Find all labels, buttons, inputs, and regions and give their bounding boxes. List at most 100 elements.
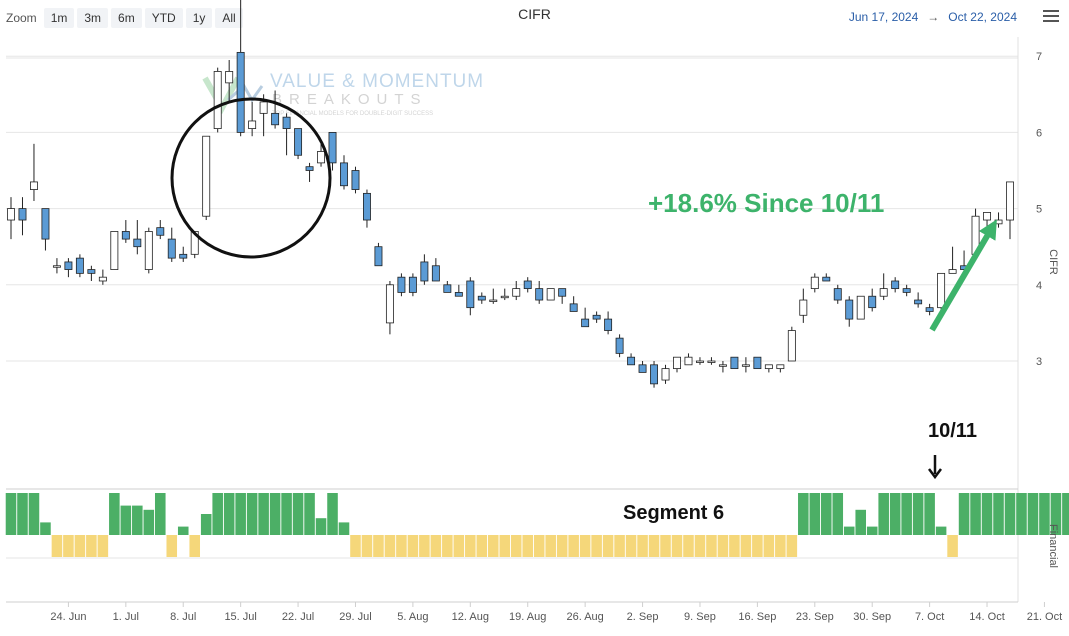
indicator-bar-negative <box>568 535 579 557</box>
x-tick-label: 8. Jul <box>170 611 196 623</box>
gain-arrow <box>929 219 997 332</box>
candle-body <box>558 288 567 297</box>
candle-body <box>799 299 808 316</box>
indicator-bar-negative <box>189 535 201 557</box>
candle-body <box>673 356 681 370</box>
candle-body <box>868 295 877 309</box>
zoom-button-1m[interactable]: 1m <box>43 8 75 28</box>
indicator-bar-positive <box>292 493 304 535</box>
indicator-bar-positive <box>223 493 235 535</box>
indicator-bar-negative <box>361 535 373 557</box>
candle-body <box>133 238 142 248</box>
indicator-bar-negative <box>786 535 798 557</box>
indicator-bar-negative <box>499 535 511 557</box>
zoom-button-6m[interactable]: 6m <box>111 8 142 28</box>
candle-body <box>7 208 15 221</box>
candle-body <box>948 269 957 274</box>
candle-body <box>225 71 234 84</box>
indicator-bar-negative <box>591 535 602 557</box>
y-axis-title-indicator: Financial <box>1047 524 1059 568</box>
date-range-to[interactable]: Oct 22, 2024 <box>948 10 1017 24</box>
zoom-button-3m[interactable]: 3m <box>77 8 109 28</box>
indicator-bar-negative <box>384 535 396 557</box>
indicator-bar-positive <box>281 493 292 535</box>
indicator-bar-positive <box>200 514 212 535</box>
watermark-logo: VALUE & MOMENTUM BREAKOUTS TOP FINANCIAL… <box>202 71 483 117</box>
zoom-button-1y[interactable]: 1y <box>185 8 213 28</box>
candle-body <box>684 356 693 366</box>
candle-body <box>259 101 268 114</box>
candle-body <box>891 280 900 290</box>
indicator-bar-negative <box>396 535 407 557</box>
indicator-bar-positive <box>338 522 350 535</box>
candle-body <box>696 360 704 363</box>
candle-body <box>282 116 291 129</box>
indicator-bar-negative <box>602 535 614 557</box>
zoom-button-all[interactable]: All <box>215 8 243 28</box>
indicator-bar-positive <box>17 493 28 535</box>
candle-body <box>879 288 888 297</box>
candle-body <box>902 288 911 293</box>
date-range[interactable]: Jun 17, 2024 → Oct 22, 2024 <box>849 10 1017 24</box>
indicator-bar-negative <box>947 535 958 557</box>
zoom-button-ytd[interactable]: YTD <box>144 8 183 28</box>
candle-body <box>98 276 107 282</box>
indicator-bar-negative <box>373 535 384 557</box>
candle-body <box>661 368 670 381</box>
indicator-bar-positive <box>132 505 143 535</box>
indicator-bar-negative <box>625 535 637 557</box>
date-range-from[interactable]: Jun 17, 2024 <box>848 10 919 24</box>
indicator-bar-negative <box>729 535 740 557</box>
indicator-bar-negative <box>648 535 660 557</box>
candle-body <box>718 364 727 367</box>
candle-body <box>179 253 188 259</box>
candle-body <box>994 219 1003 225</box>
y-tick-label: 5 <box>1036 204 1042 216</box>
candle-body <box>156 227 165 236</box>
x-tick-label: 29. Jul <box>339 611 371 623</box>
candle-body <box>271 112 280 126</box>
candle-body <box>477 295 486 301</box>
indicator-bar-negative <box>487 535 499 557</box>
indicator-bar-negative <box>453 535 465 557</box>
candle-body <box>443 284 452 293</box>
x-tick-label: 30. Sep <box>853 611 891 623</box>
indicator-bar-negative <box>683 535 694 557</box>
candle-body <box>305 166 314 171</box>
candle-body <box>328 131 337 164</box>
hamburger-menu-icon[interactable] <box>1043 10 1059 24</box>
indicator-bar-positive <box>177 526 189 535</box>
indicator-bar-positive <box>1039 493 1050 535</box>
indicator-bar-positive <box>120 505 132 535</box>
candle-body <box>983 212 991 221</box>
indicator-bar-negative <box>545 535 556 557</box>
indicator-bar-negative <box>350 535 361 557</box>
y-tick-label: 7 <box>1036 51 1042 63</box>
chart-title: CIFR <box>518 6 551 22</box>
candle-body <box>374 246 383 267</box>
indicator-bar-positive <box>246 493 258 535</box>
indicator-bar-positive <box>820 493 832 535</box>
candle-body <box>512 288 521 297</box>
indicator-bar-negative <box>556 535 568 557</box>
indicator-bar-positive <box>1016 493 1027 535</box>
indicator-bar-positive <box>109 493 120 535</box>
candle-body <box>52 265 61 268</box>
indicator-bar-positive <box>1062 493 1069 535</box>
x-tick-label: 9. Sep <box>684 611 716 623</box>
candle-body <box>937 272 946 309</box>
indicator-bar-positive <box>269 493 281 535</box>
candle-body <box>340 162 348 187</box>
indicator-bar-positive <box>855 509 867 535</box>
candle-body <box>753 356 762 370</box>
candle-body <box>925 307 934 312</box>
x-tick-label: 15. Jul <box>224 611 256 623</box>
indicator-bar-negative <box>86 535 97 557</box>
y-tick-label: 3 <box>1036 356 1042 368</box>
x-tick-label: 19. Aug <box>509 611 546 623</box>
candle-body <box>167 238 176 259</box>
indicator-bar-positive <box>843 526 855 535</box>
indicator-bar-positive <box>993 493 1004 535</box>
indicator-bar-negative <box>614 535 625 557</box>
indicator-bar-positive <box>327 493 338 535</box>
